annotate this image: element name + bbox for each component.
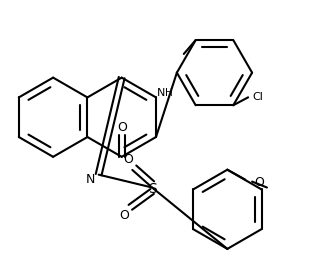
Text: N: N	[86, 173, 96, 186]
Text: H: H	[165, 88, 172, 98]
Text: O: O	[254, 176, 264, 189]
Text: O: O	[124, 153, 133, 166]
Text: O: O	[119, 209, 129, 222]
Text: N: N	[157, 88, 166, 98]
Text: Cl: Cl	[253, 92, 263, 102]
Text: S: S	[148, 182, 156, 197]
Text: O: O	[117, 121, 126, 134]
